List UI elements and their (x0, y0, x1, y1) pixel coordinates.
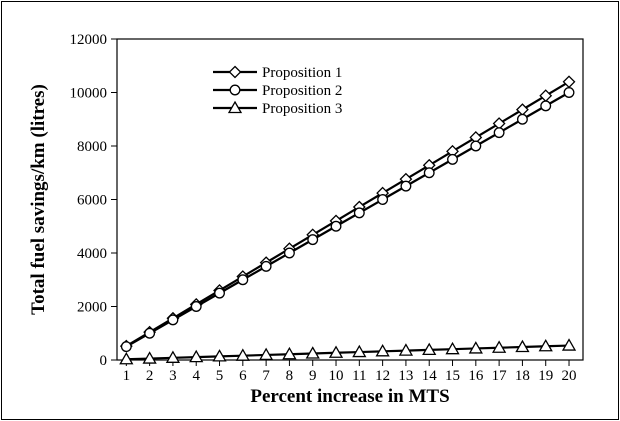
y-tick-label-5: 10000 (70, 86, 108, 102)
series-2-point-19 (540, 100, 552, 112)
series-2-point-20 (563, 87, 575, 98)
y-axis-title: Total fuel savings/km (litres) (28, 84, 49, 315)
legend-label-2: Proposition 2 (262, 83, 342, 99)
series-2-point-8 (283, 247, 295, 259)
x-tick-label-12: 13 (398, 368, 413, 384)
series-2-point-11 (353, 207, 365, 219)
series-3-point-18 (515, 339, 530, 353)
series-3-point-8 (282, 346, 297, 360)
legend-item-1: Proposition 1 (213, 65, 342, 81)
y-tick-label-2: 4000 (77, 246, 107, 262)
x-tick-label-7: 8 (286, 368, 294, 384)
series-2-point-15 (447, 153, 458, 165)
series-3-point-6 (235, 348, 250, 361)
x-tick-label-4: 5 (216, 368, 224, 384)
x-tick-label-5: 6 (239, 368, 247, 384)
x-tick-label-10: 11 (352, 368, 366, 384)
series-2-point-7 (260, 260, 272, 272)
series-3-point-3 (165, 350, 181, 363)
series-3-point-2 (142, 351, 157, 364)
series-3-point-1 (119, 351, 134, 365)
series-2-point-6 (237, 274, 249, 286)
series-3-point-9 (305, 346, 320, 359)
legend-marker-1 (228, 65, 242, 79)
y-tick-label-1: 2000 (77, 300, 107, 316)
series-2 (120, 87, 575, 353)
series-3-point-7 (258, 347, 274, 361)
legend: Proposition 1 Proposition 2 Proposition 3 (213, 65, 342, 117)
series-2-point-13 (400, 180, 412, 192)
x-tick-label-8: 9 (309, 368, 317, 384)
x-axis-title: Percent increase in MTS (250, 386, 449, 407)
series-3-point-16 (468, 341, 483, 354)
series-2-point-18 (516, 113, 528, 125)
legend-label-3: Proposition 3 (262, 101, 342, 117)
x-tick-label-1: 2 (146, 368, 154, 384)
y-axis: 0 2000 4000 6000 8000 10000 12000 (70, 32, 117, 369)
series-2-point-9 (307, 234, 319, 246)
legend-item-3: Proposition 3 (213, 100, 342, 117)
legend-item-2: Proposition 2 (213, 83, 342, 99)
series-2-point-1 (120, 341, 132, 353)
series-3-point-17 (491, 340, 507, 353)
series-2-point-2 (144, 327, 156, 339)
series-2-point-10 (330, 220, 342, 232)
series-2-point-12 (377, 194, 389, 205)
x-tick-label-2: 3 (169, 368, 177, 384)
x-tick-label-13: 14 (422, 368, 438, 384)
x-tick-label-19: 20 (562, 368, 577, 384)
x-tick-label-17: 18 (515, 368, 530, 384)
y-tick-label-6: 12000 (70, 32, 108, 48)
series-3-point-11 (352, 344, 367, 358)
x-tick-label-9: 10 (329, 368, 344, 384)
y-tick-label-3: 6000 (77, 193, 107, 209)
legend-marker-2 (229, 84, 241, 96)
x-tick-label-11: 12 (375, 368, 390, 384)
series-layer (119, 75, 577, 365)
series-3-point-19 (538, 338, 553, 352)
series-2-point-16 (470, 140, 482, 152)
series-3-point-14 (422, 342, 437, 356)
series-3-point-4 (189, 349, 204, 363)
series-3-point-5 (212, 349, 227, 362)
series-3-point-15 (445, 341, 460, 355)
y-tick-label-4: 8000 (77, 139, 107, 155)
series-3-point-13 (398, 343, 414, 356)
x-tick-label-0: 1 (123, 368, 131, 384)
series-2-point-4 (190, 301, 202, 312)
x-tick-label-18: 19 (538, 368, 553, 384)
x-tick-label-6: 7 (262, 368, 270, 384)
y-tick-label-0: 0 (100, 353, 108, 369)
x-axis: 1 2 3 4 5 6 7 8 9 10 11 12 13 14 15 16 17 18 19 20 (123, 360, 577, 384)
x-tick-label-15: 16 (468, 368, 484, 384)
series-2-point-3 (167, 314, 179, 326)
series-3-point-10 (328, 345, 344, 358)
series-2-point-14 (423, 167, 435, 179)
series-3 (119, 338, 577, 365)
legend-marker-3 (227, 100, 243, 114)
x-tick-label-14: 15 (445, 368, 460, 384)
x-tick-label-3: 4 (192, 368, 200, 384)
legend-label-1: Proposition 1 (262, 65, 342, 81)
series-3-point-20 (561, 338, 577, 351)
x-tick-label-16: 17 (492, 368, 508, 384)
series-3-point-12 (375, 344, 390, 357)
series-2-point-5 (214, 287, 225, 299)
series-2-point-17 (493, 127, 505, 139)
